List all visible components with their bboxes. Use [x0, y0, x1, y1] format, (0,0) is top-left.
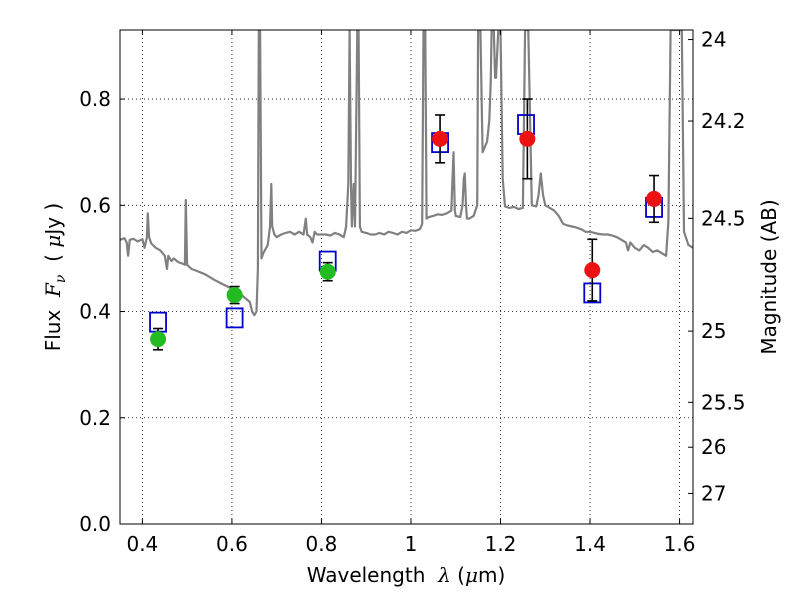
y2-tick-label: 25.5	[701, 390, 746, 414]
grid	[120, 30, 693, 524]
y-tick-label: 0.8	[79, 87, 111, 111]
ticks: 0.4 0.6 0.8 1 1.2 1.4 1.6 0.0 0.2 0.4 0.6 0.8 24 24.2…	[79, 28, 745, 556]
data-point	[150, 331, 167, 348]
data-point	[432, 130, 449, 147]
x-tick-label: 0.8	[306, 532, 338, 556]
spectrum-layer	[120, 30, 693, 317]
x-tick-label: 0.4	[126, 532, 158, 556]
x-tick-label: 1.2	[485, 532, 517, 556]
data-point	[319, 263, 336, 280]
photometry-layer	[149, 98, 663, 351]
x-tick-label: 1	[405, 532, 418, 556]
y-axis-label: Flux Fν ( μJy )	[41, 203, 69, 352]
data-point	[226, 287, 243, 304]
x-axis-label: Wavelength λ (μm)	[307, 563, 506, 587]
spectrum-line	[120, 30, 693, 317]
y2-tick-label: 24.2	[701, 109, 746, 133]
y2-tick-label: 26	[701, 435, 726, 459]
y2-tick-label: 24.5	[701, 206, 746, 230]
y2-axis-label: Magnitude (AB)	[757, 199, 781, 354]
y-tick-label: 0.4	[79, 300, 111, 324]
plot-frame	[119, 29, 694, 525]
y-tick-label: 0.0	[79, 512, 111, 536]
model-square	[225, 307, 244, 329]
y-tick-label: 0.2	[79, 406, 111, 430]
y2-tick-label: 27	[701, 481, 726, 505]
data-point	[519, 130, 536, 147]
data-point	[646, 190, 663, 207]
data-point	[584, 262, 601, 279]
y-tick-label: 0.6	[79, 193, 111, 217]
y2-tick-label: 24	[701, 28, 726, 52]
x-tick-label: 1.6	[664, 532, 696, 556]
x-tick-label: 1.4	[574, 532, 606, 556]
y2-tick-label: 25	[701, 319, 726, 343]
x-tick-label: 0.6	[216, 532, 248, 556]
